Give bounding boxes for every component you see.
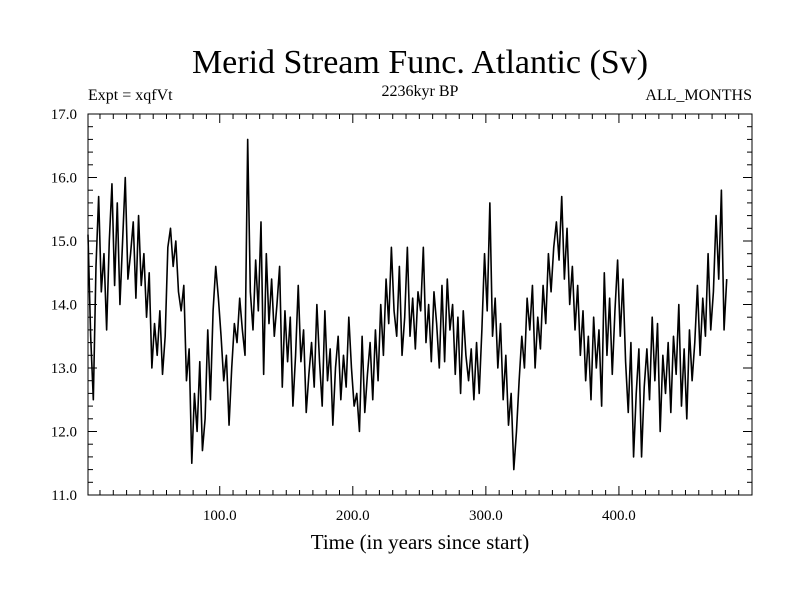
y-tick-label: 13.0: [51, 361, 77, 377]
y-tick-label: 16.0: [51, 171, 77, 187]
y-tick-label: 15.0: [51, 234, 77, 250]
y-tick-label: 17.0: [51, 107, 77, 123]
x-tick-label: 300.0: [469, 508, 503, 524]
y-tick-label: 14.0: [51, 298, 77, 314]
y-tick-label: 12.0: [51, 425, 77, 441]
ticks-layer: [88, 113, 753, 496]
months-label: ALL_MONTHS: [645, 87, 752, 104]
x-tick-label: 200.0: [336, 508, 370, 524]
y-tick-label: 11.0: [51, 488, 77, 504]
series-line: [87, 138, 728, 471]
expt-label: Expt = xqfVt: [88, 87, 173, 104]
period-label: 2236kyr BP: [382, 83, 459, 100]
series-layer: [87, 138, 728, 471]
x-axis-label: Time (in years since start): [311, 530, 530, 554]
x-tick-label: 100.0: [203, 508, 237, 524]
chart-title: Merid Stream Func. Atlantic (Sv): [192, 44, 648, 81]
x-tick-label: 400.0: [602, 508, 636, 524]
tick-labels-layer: 100.0 200.0 300.0 400.0 11.0 12.0 13.0 14.0 15.0…: [51, 107, 636, 524]
